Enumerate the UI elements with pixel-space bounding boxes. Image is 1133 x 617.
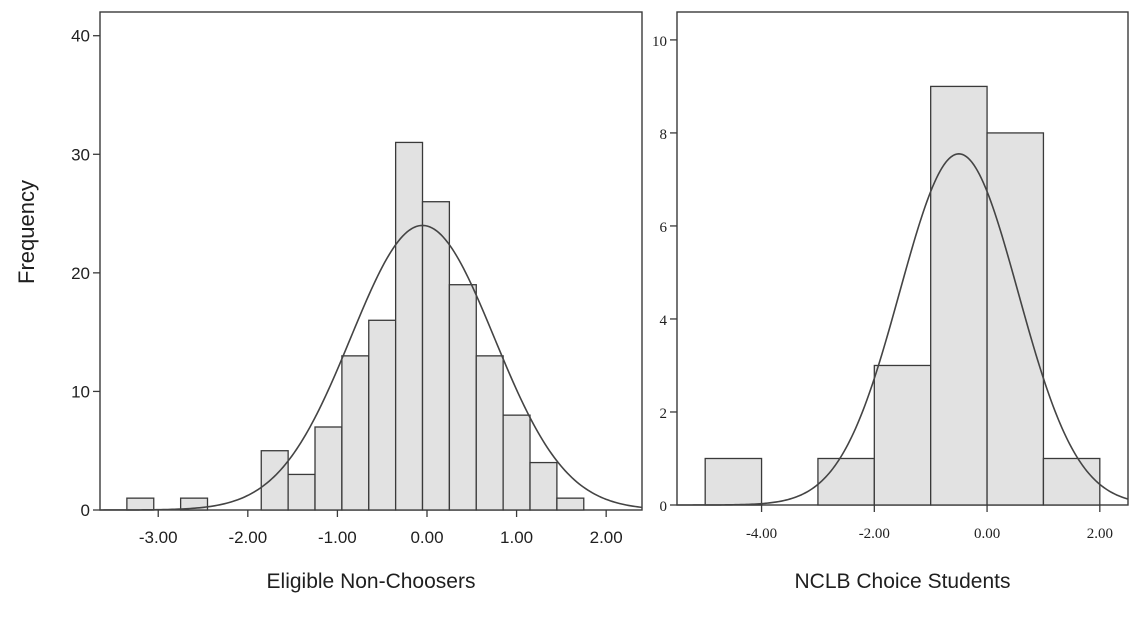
- x-tick-label: -2.00: [228, 528, 267, 547]
- histogram-bar-11: [421, 201, 451, 511]
- histogram-bar-9: [368, 319, 397, 511]
- normal-curve: [100, 224, 643, 511]
- x-tick-label: -4.00: [746, 526, 777, 542]
- x-tick-label: 2.00: [590, 528, 623, 547]
- x-axis-label: Eligible Non-Choosers: [267, 570, 476, 593]
- histogram-bar-15: [529, 461, 558, 511]
- histogram-bar-14: [502, 414, 531, 511]
- histogram-bar-0: [126, 497, 155, 511]
- x-tick-label: 1.00: [500, 528, 533, 547]
- histogram-bar-2: [179, 497, 209, 511]
- y-tick-label: 10: [652, 34, 667, 50]
- histogram-bar-4: [930, 85, 988, 506]
- y-tick-label: 20: [71, 264, 90, 283]
- histogram-bar-8: [341, 355, 370, 511]
- histogram-bar-7: [314, 426, 343, 511]
- y-axis-label: Frequency: [14, 180, 39, 284]
- histogram-bar-5: [260, 450, 289, 511]
- x-axis-label: NCLB Choice Students: [795, 570, 1011, 593]
- x-tick-label: 2.00: [1087, 526, 1113, 542]
- x-tick-label: -3.00: [139, 528, 178, 547]
- y-tick-label: 2: [660, 406, 668, 422]
- y-tick-label: 0: [81, 501, 90, 520]
- histogram-bar-13: [475, 355, 504, 511]
- histogram-bar-2: [817, 457, 875, 506]
- panel-eligible-non-choosers: 0 10 20 30 40 -3.00 -2.00 -1.00 0.00 1.00 2.00 Elig…: [71, 11, 643, 593]
- x-tick-label: -1.00: [318, 528, 357, 547]
- y-tick-label: 30: [71, 145, 90, 164]
- histogram-bar-5: [986, 132, 1045, 506]
- histogram-bar-6: [287, 473, 316, 511]
- x-tick-label: 0.00: [410, 528, 443, 547]
- y-tick-label: 8: [660, 127, 668, 143]
- x-tick-label: -2.00: [859, 526, 890, 542]
- histogram-bar-16: [556, 497, 585, 511]
- y-tick-label: 10: [71, 382, 90, 401]
- normal-curve: [677, 153, 1129, 506]
- panel-nclb-choice-students: 0 2 4 6 8 10 -4.00 -2.00 0.00 2.00 NCLB Choice Stu…: [652, 11, 1129, 593]
- x-tick-label: 0.00: [974, 526, 1000, 542]
- histogram-bar-0: [704, 457, 763, 506]
- y-tick-label: 4: [660, 313, 668, 329]
- y-tick-label: 40: [71, 27, 90, 46]
- histogram-bar-3: [873, 364, 932, 506]
- histogram-bar-6: [1042, 457, 1101, 506]
- y-tick-label: 0: [660, 499, 668, 515]
- y-tick-label: 6: [660, 220, 668, 236]
- histogram-bar-10: [394, 141, 424, 511]
- histogram-bar-12: [448, 284, 477, 511]
